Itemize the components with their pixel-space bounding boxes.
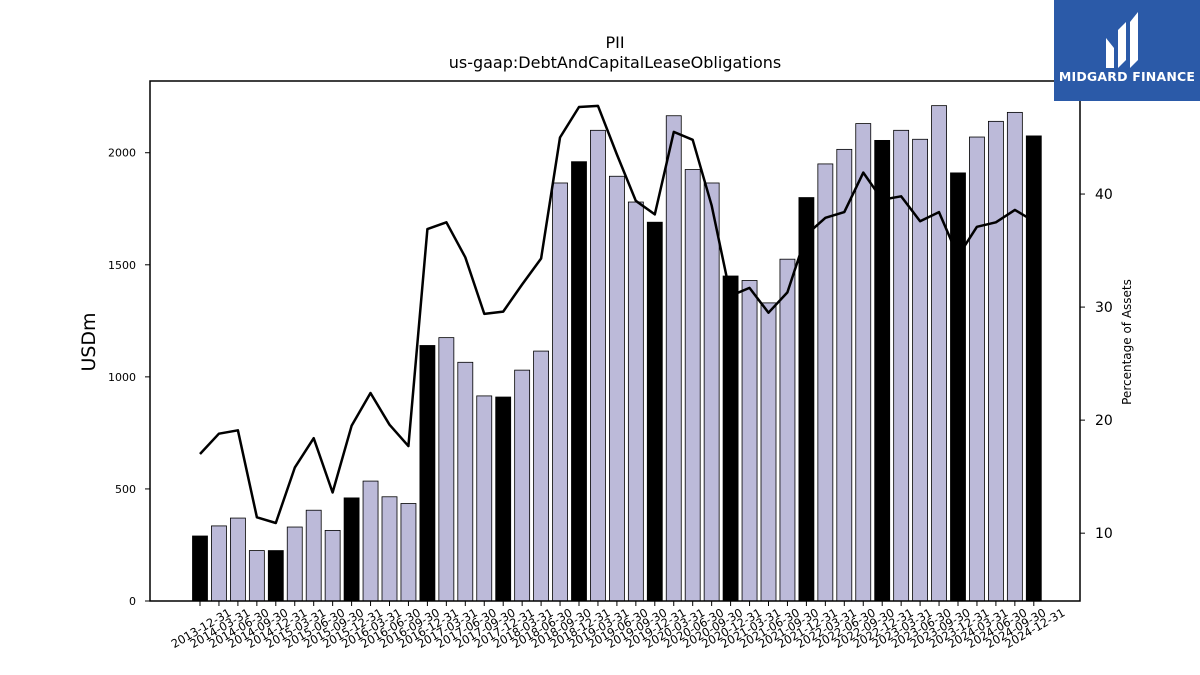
chart-title: PII <box>605 33 624 52</box>
bar-2024-03-31 <box>969 136 985 602</box>
bar-2024-09-30 <box>1006 111 1023 602</box>
bar-2020-12-31 <box>722 275 739 602</box>
y2-tick-label: 30 <box>1095 300 1113 316</box>
bar-2017-12-31 <box>495 396 512 602</box>
bar-2017-06-30 <box>457 361 474 602</box>
chart-subtitle: us-gaap:DebtAndCapitalLeaseObligations <box>449 53 782 72</box>
bar-2018-03-31 <box>514 369 531 602</box>
bar-2014-06-30 <box>229 517 246 602</box>
bar-2018-09-30 <box>552 182 568 602</box>
y-tick-label: 1000 <box>108 371 136 384</box>
bar-2021-03-31 <box>741 280 758 602</box>
y2-tick-label: 10 <box>1095 526 1113 542</box>
bar-2019-03-31 <box>590 129 606 602</box>
bar-2019-12-31 <box>646 221 663 602</box>
bar-2019-09-30 <box>627 201 644 602</box>
bar-2014-03-31 <box>211 525 227 602</box>
y2-tick-label: 40 <box>1095 187 1113 203</box>
y-tick-label: 500 <box>115 483 136 496</box>
bar-2022-12-31 <box>874 139 891 602</box>
bar-2018-12-31 <box>571 161 587 602</box>
bar-2014-12-31 <box>267 550 284 602</box>
bar-2016-06-30 <box>381 496 398 602</box>
bar-2021-06-30 <box>760 302 777 602</box>
y2-axis-label: Percentage of Assets <box>1120 279 1134 405</box>
bar-2021-09-30 <box>779 258 796 602</box>
y-axis-label: USDm <box>78 312 100 371</box>
bar-2023-12-31 <box>950 172 966 602</box>
bar-2016-09-30 <box>400 503 417 602</box>
bar-2019-06-30 <box>609 175 625 602</box>
bar-2015-06-30 <box>305 509 322 602</box>
bar-2023-06-30 <box>912 138 928 602</box>
bar-2017-03-31 <box>438 337 455 602</box>
y-tick-label: 2000 <box>108 147 136 160</box>
bar-2015-09-30 <box>324 529 341 602</box>
bar-2020-03-31 <box>665 115 682 602</box>
plot-frame <box>149 80 1081 602</box>
bar-2015-12-31 <box>343 497 360 602</box>
bar-2020-06-30 <box>684 169 701 602</box>
bar-2016-03-31 <box>362 480 379 602</box>
brand-name: MIDGARD FINANCE <box>1058 69 1196 84</box>
bar-2022-03-31 <box>817 163 834 602</box>
line-series <box>199 104 1035 525</box>
axes: 0500100015002000102030402013-12-312014-0… <box>108 80 1113 651</box>
bar-2020-09-30 <box>703 182 720 602</box>
y-tick-label: 0 <box>129 595 136 608</box>
bar-2013-12-31 <box>192 535 208 602</box>
bar-2018-06-30 <box>533 350 549 602</box>
bar-2023-09-30 <box>931 105 947 602</box>
bar-2024-06-30 <box>988 120 1004 602</box>
bar-2022-09-30 <box>855 123 872 602</box>
brand-logo: MIDGARD FINANCE <box>1054 0 1200 101</box>
bar-2014-09-30 <box>248 550 265 602</box>
bar-2016-12-31 <box>419 345 436 602</box>
bar-2017-09-30 <box>476 395 493 602</box>
bar-2023-03-31 <box>893 129 910 602</box>
bar-2022-06-30 <box>836 148 853 602</box>
y2-tick-label: 20 <box>1095 413 1113 429</box>
bar-2015-03-31 <box>286 526 303 602</box>
bar-2021-12-31 <box>798 197 815 602</box>
bar-series <box>192 105 1042 602</box>
midgard-m-logo-icon <box>1054 0 1200 101</box>
percentage-line <box>199 104 1035 525</box>
bar-2024-12-31 <box>1025 135 1042 602</box>
y-tick-label: 1500 <box>108 259 136 272</box>
